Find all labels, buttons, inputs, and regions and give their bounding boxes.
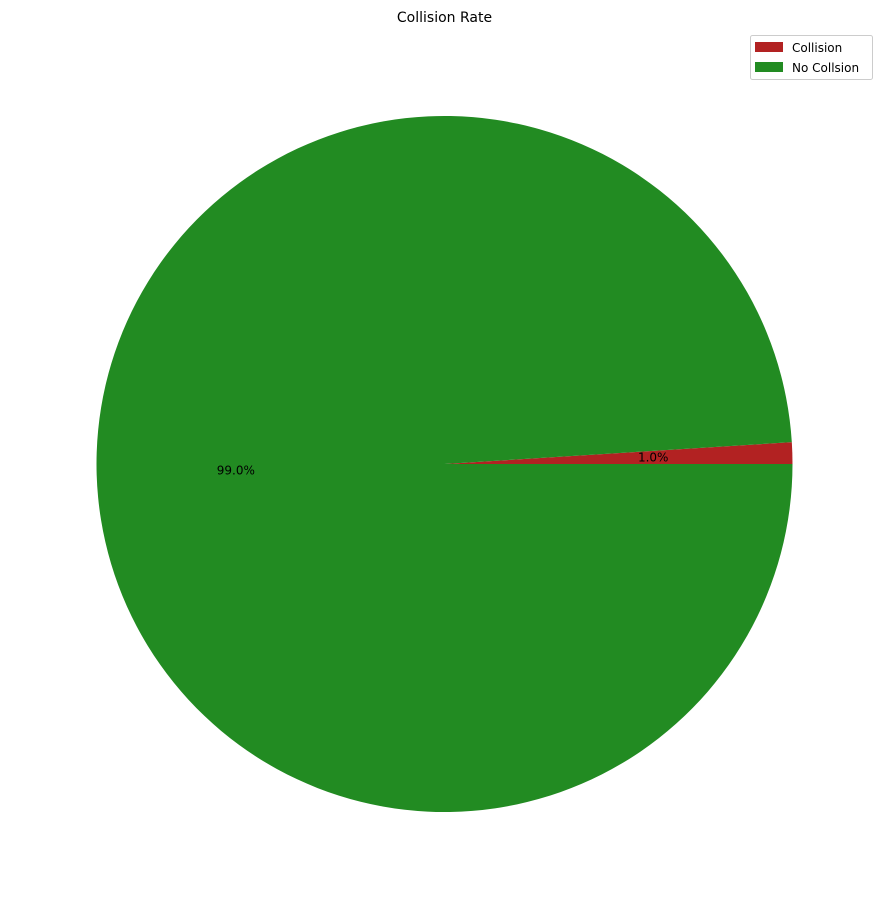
legend-label-no-collision: No Collsion: [792, 61, 859, 75]
percent-label-collision: 1.0%: [638, 450, 669, 464]
pie-slice-collision: [444, 442, 793, 464]
legend-swatch-collision: [755, 42, 783, 52]
pie-slices: [96, 116, 793, 813]
legend: Collision No Collsion: [750, 35, 873, 80]
pie-slice-no-collision: [96, 116, 793, 813]
legend-label-collision: Collision: [792, 41, 842, 55]
percent-label-no-collision: 99.0%: [217, 464, 255, 478]
legend-swatch-no-collision: [755, 62, 783, 72]
chart-title: Collision Rate: [397, 10, 492, 26]
pie-percent-labels: 1.0% 99.0%: [217, 450, 669, 477]
